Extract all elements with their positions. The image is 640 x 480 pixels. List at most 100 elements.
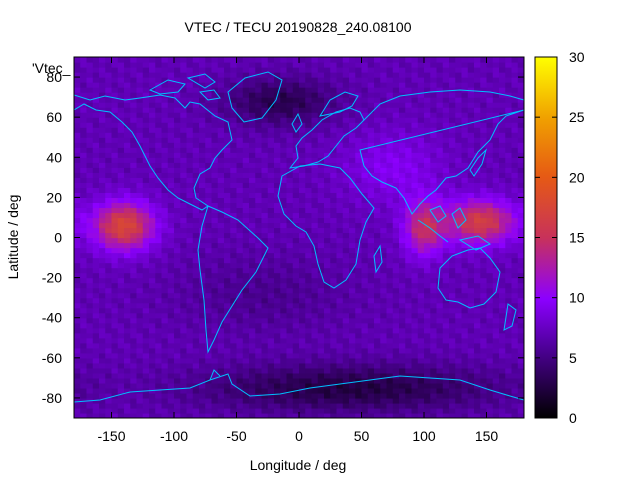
heatmap-cell — [261, 197, 269, 203]
heatmap-cell — [386, 317, 394, 324]
heatmap-cell — [217, 137, 225, 143]
heatmap-cell — [167, 262, 175, 269]
heatmap-cell — [211, 147, 219, 153]
heatmap-cell — [517, 242, 524, 249]
heatmap-cell — [80, 177, 88, 183]
heatmap-cell — [461, 177, 469, 183]
heatmap-cell — [92, 302, 100, 309]
heatmap-cell — [486, 187, 494, 193]
heatmap-cell — [405, 157, 413, 163]
heatmap-cell — [230, 187, 238, 193]
heatmap-cell — [374, 397, 381, 404]
heatmap-cell — [511, 122, 519, 128]
heatmap-cell — [517, 162, 524, 168]
heatmap-cell — [267, 257, 275, 264]
heatmap-cell — [117, 252, 125, 259]
heatmap-cell — [511, 367, 519, 374]
heatmap-cell — [342, 412, 350, 418]
heatmap-cell — [99, 392, 106, 399]
heatmap-cell — [230, 157, 238, 163]
heatmap-cell — [80, 292, 88, 299]
heatmap-cell — [430, 217, 438, 224]
heatmap-cell — [374, 122, 381, 128]
heatmap-cell — [417, 137, 425, 143]
heatmap-cell — [242, 107, 250, 113]
heatmap-cell — [499, 397, 506, 404]
heatmap-cell — [105, 232, 113, 239]
heatmap-cell — [442, 282, 450, 289]
heatmap-cell — [99, 227, 106, 234]
heatmap-cell — [186, 82, 194, 88]
heatmap-cell — [205, 307, 213, 314]
heatmap-cell — [411, 167, 419, 173]
heatmap-cell — [74, 262, 81, 269]
heatmap-cell — [449, 247, 456, 254]
heatmap-cell — [455, 187, 463, 193]
heatmap-cell — [155, 392, 163, 399]
heatmap-cell — [305, 217, 313, 224]
heatmap-cell — [449, 257, 456, 264]
heatmap-cell — [467, 392, 475, 399]
heatmap-cell — [436, 407, 444, 414]
heatmap-cell — [311, 172, 319, 178]
heatmap-cell — [224, 282, 231, 289]
heatmap-cell — [505, 287, 513, 294]
heatmap-cell — [99, 272, 106, 279]
heatmap-cell — [249, 127, 256, 133]
heatmap-cell — [386, 292, 394, 299]
heatmap-cell — [330, 247, 338, 254]
heatmap-cell — [261, 107, 269, 113]
heatmap-cell — [86, 227, 94, 234]
heatmap-cell — [130, 402, 138, 409]
heatmap-cell — [349, 117, 356, 123]
heatmap-cell — [180, 317, 188, 324]
heatmap-cell — [486, 247, 494, 254]
heatmap-cell — [217, 332, 225, 339]
heatmap-cell — [474, 397, 481, 404]
heatmap-cell — [386, 307, 394, 314]
heatmap-cell — [99, 257, 106, 264]
heatmap-cell — [149, 127, 156, 133]
heatmap-cell — [349, 397, 356, 404]
heatmap-cell — [349, 72, 356, 78]
heatmap-cell — [267, 102, 275, 108]
heatmap-cell — [436, 172, 444, 178]
heatmap-cell — [180, 227, 188, 234]
heatmap-cell — [499, 287, 506, 294]
heatmap-cell — [317, 242, 325, 249]
heatmap-cell — [186, 142, 194, 148]
heatmap-cell — [392, 352, 400, 359]
heatmap-cell — [249, 272, 256, 279]
heatmap-cell — [461, 217, 469, 224]
heatmap-cell — [255, 157, 263, 163]
heatmap-cell — [111, 352, 119, 359]
heatmap-cell — [274, 387, 281, 394]
heatmap-cell — [449, 372, 456, 379]
heatmap-cell — [386, 342, 394, 349]
heatmap-cell — [386, 237, 394, 244]
heatmap-cell — [236, 112, 244, 118]
heatmap-cell — [330, 192, 338, 198]
heatmap-cell — [455, 307, 463, 314]
heatmap-cell — [242, 217, 250, 224]
heatmap-cell — [274, 162, 281, 168]
heatmap-cell — [80, 162, 88, 168]
heatmap-cell — [186, 232, 194, 239]
heatmap-cell — [324, 142, 331, 148]
heatmap-cell — [286, 257, 294, 264]
heatmap-cell — [455, 207, 463, 214]
heatmap-cell — [292, 302, 300, 309]
heatmap-cell — [211, 262, 219, 269]
heatmap-cell — [486, 167, 494, 173]
heatmap-cell — [461, 327, 469, 334]
heatmap-cell — [505, 347, 513, 354]
heatmap-cell — [399, 267, 406, 274]
heatmap-cell — [186, 242, 194, 249]
heatmap-cell — [467, 402, 475, 409]
heatmap-cell — [286, 357, 294, 364]
heatmap-cell — [499, 192, 506, 198]
heatmap-cell — [224, 367, 231, 374]
heatmap-cell — [411, 347, 419, 354]
heatmap-cell — [311, 387, 319, 394]
heatmap-cell — [367, 347, 375, 354]
